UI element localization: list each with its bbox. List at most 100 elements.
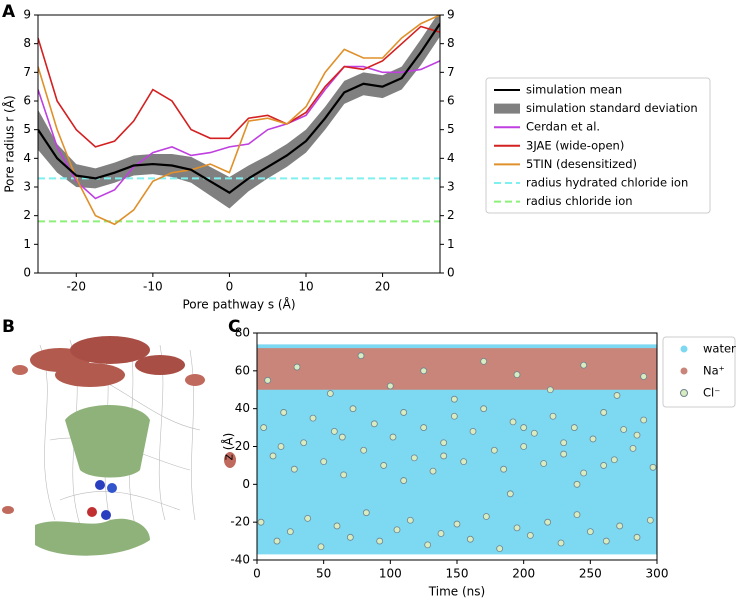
plot-area <box>38 15 440 226</box>
scatter-point <box>573 511 581 518</box>
scatter-point <box>540 460 548 467</box>
x-tick-label: 100 <box>379 567 402 581</box>
plot-frame <box>37 14 441 274</box>
y-tick-label: 2 <box>23 208 31 222</box>
scatter-point <box>293 363 301 371</box>
y-tick-label: 0 <box>242 477 250 491</box>
scatter-point <box>506 490 514 498</box>
scatter-point <box>420 424 428 431</box>
x-axis-label: Time (ns) <box>428 585 485 599</box>
x-tick-label: -10 <box>143 280 163 294</box>
scatter-point <box>646 516 654 524</box>
y2-tick-label: 1 <box>447 237 455 251</box>
y-tick-label: 0 <box>23 266 31 280</box>
density-region <box>257 344 657 555</box>
scatter-point <box>544 518 552 526</box>
scatter-point <box>509 418 517 426</box>
y-tick-label: 6 <box>23 94 31 108</box>
scatter-point <box>450 412 458 420</box>
scatter-point <box>386 382 394 390</box>
scatter-point <box>629 444 637 452</box>
legend-label: 3JAE (wide-open) <box>526 138 624 152</box>
scatter-point <box>496 545 504 553</box>
scatter-point <box>362 509 370 517</box>
scatter-point <box>280 409 288 416</box>
y2-tick-label: 9 <box>447 8 455 22</box>
y-tick-label: 20 <box>235 439 250 453</box>
scatter-point <box>589 435 597 443</box>
legend-label: water <box>703 342 736 356</box>
series-line <box>38 22 440 195</box>
scatter-point <box>393 526 401 534</box>
legend-label: Cl⁻ <box>703 386 720 400</box>
std-band <box>38 15 440 209</box>
scatter-point <box>469 427 477 435</box>
scatter-point <box>453 520 461 528</box>
scatter-point <box>360 446 368 454</box>
scatter-point <box>410 454 418 462</box>
scatter-point <box>317 543 325 551</box>
scatter-point <box>338 433 346 441</box>
scatter-point <box>286 528 294 536</box>
x-tick-label: 10 <box>298 280 313 294</box>
y-tick-label: -40 <box>230 553 250 567</box>
series-line <box>38 25 440 148</box>
y2-tick-label: 5 <box>447 122 455 136</box>
scatter-point <box>633 533 641 541</box>
scatter-point <box>406 516 414 524</box>
y-tick-label: 7 <box>23 65 31 79</box>
panel-b-image <box>2 336 236 556</box>
x-tick-label: -20 <box>66 280 86 294</box>
y2-tick-label: 2 <box>447 208 455 222</box>
y-tick-label: 8 <box>23 36 31 50</box>
x-tick-label: 250 <box>579 567 602 581</box>
x-axis-label: Pore pathway s (Å) <box>182 297 295 312</box>
scatter-point <box>482 513 490 520</box>
scatter-point <box>573 480 581 488</box>
y-axis-label: Pore radius r (Å) <box>2 95 17 192</box>
scatter-point <box>349 405 357 413</box>
scatter-point <box>560 450 568 458</box>
panel-label: B <box>2 317 15 337</box>
scatter-point <box>376 537 384 545</box>
scatter-point <box>520 443 528 450</box>
scatter-point <box>440 452 448 460</box>
y2-tick-label: 0 <box>447 266 455 280</box>
x-tick-label: 150 <box>446 567 469 581</box>
y-tick-label: 3 <box>23 180 31 194</box>
scatter-point <box>424 541 432 549</box>
scatter-point <box>304 514 312 522</box>
y-tick-label: 1 <box>23 237 31 251</box>
scatter-point <box>557 539 565 547</box>
scatter-point <box>560 439 568 447</box>
scatter-point <box>346 533 354 541</box>
legend-swatch <box>680 367 688 375</box>
scatter-point <box>466 535 474 543</box>
legend-swatch <box>494 103 520 114</box>
y2-tick-label: 7 <box>447 65 455 79</box>
legend-label: radius chloride ion <box>526 194 633 208</box>
scatter-point <box>333 522 341 530</box>
x-tick-label: 0 <box>226 280 234 294</box>
scatter-point <box>340 471 348 479</box>
scatter-point <box>546 386 554 394</box>
scatter-point <box>602 537 610 545</box>
y2-tick-label: 6 <box>447 94 455 108</box>
scatter-point <box>600 462 608 469</box>
scatter-point <box>513 371 521 379</box>
legend-box <box>662 336 736 408</box>
scatter-point <box>389 433 397 441</box>
scatter-point <box>269 452 277 460</box>
scatter-point <box>620 426 628 433</box>
scatter-point <box>520 424 528 431</box>
y-tick-label: 80 <box>235 326 250 340</box>
scatter-point <box>450 395 458 403</box>
scatter-point <box>640 416 648 424</box>
scatter-point <box>640 373 648 380</box>
scatter-point <box>400 409 408 416</box>
scatter-point <box>570 424 578 431</box>
legend-swatch <box>680 389 688 397</box>
scatter-point <box>400 477 408 484</box>
scatter-point <box>580 361 588 369</box>
